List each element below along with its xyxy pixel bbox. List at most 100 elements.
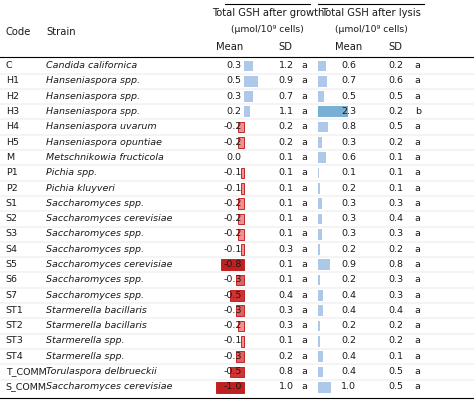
Text: H1: H1 (6, 76, 18, 85)
Bar (318, 275, 320, 286)
Text: 1.0: 1.0 (341, 382, 356, 390)
Text: 0.3: 0.3 (341, 137, 356, 146)
Text: 0.6: 0.6 (341, 61, 356, 70)
Bar (318, 77, 327, 87)
Text: 0.3: 0.3 (279, 244, 294, 253)
Text: 0.9: 0.9 (341, 259, 356, 269)
Bar (318, 321, 320, 332)
Text: -0.2: -0.2 (223, 213, 242, 223)
Text: 0.3: 0.3 (389, 229, 404, 238)
Bar (238, 122, 244, 133)
Text: 0.1: 0.1 (389, 183, 404, 192)
Text: a: a (415, 275, 420, 284)
Text: 1.2: 1.2 (279, 61, 294, 70)
Text: (μmol/10⁹ cells): (μmol/10⁹ cells) (335, 25, 407, 34)
Text: a: a (415, 153, 420, 162)
Text: -0.8: -0.8 (223, 259, 242, 269)
Text: 0.4: 0.4 (341, 305, 356, 314)
Text: 0.3: 0.3 (341, 198, 356, 207)
Text: 0.4: 0.4 (279, 290, 294, 299)
Text: a: a (415, 305, 420, 314)
Text: a: a (415, 382, 420, 390)
Text: 0.3: 0.3 (341, 229, 356, 238)
Text: 0.3: 0.3 (389, 198, 404, 207)
Text: a: a (301, 275, 307, 284)
Text: Saccharomyces spp.: Saccharomyces spp. (46, 275, 145, 284)
Text: 0.1: 0.1 (279, 213, 294, 223)
Text: a: a (415, 76, 420, 85)
Text: 0.3: 0.3 (389, 275, 404, 284)
Text: a: a (301, 92, 307, 100)
Text: a: a (415, 366, 420, 375)
Text: Mean: Mean (335, 42, 362, 52)
Text: a: a (301, 244, 307, 253)
Text: (μmol/10⁹ cells): (μmol/10⁹ cells) (231, 25, 304, 34)
Text: a: a (301, 198, 307, 207)
Bar (318, 122, 328, 133)
Bar (238, 229, 244, 240)
Text: Saccharomyces cerevisiae: Saccharomyces cerevisiae (46, 259, 173, 269)
Text: Saccharomyces cerevisiae: Saccharomyces cerevisiae (46, 213, 173, 223)
Text: a: a (415, 244, 420, 253)
Text: 0.2: 0.2 (279, 137, 294, 146)
Text: a: a (415, 259, 420, 269)
Bar (318, 290, 323, 301)
Text: -0.5: -0.5 (223, 290, 242, 299)
Text: -0.2: -0.2 (223, 320, 242, 329)
Bar (318, 183, 320, 194)
Text: Starmerella bacillaris: Starmerella bacillaris (46, 320, 147, 329)
Text: a: a (301, 137, 307, 146)
Text: -0.3: -0.3 (223, 275, 242, 284)
Text: a: a (415, 320, 420, 329)
Text: a: a (415, 213, 420, 223)
Text: Starmerella spp.: Starmerella spp. (46, 351, 125, 360)
Bar (230, 367, 244, 377)
Text: 0.6: 0.6 (389, 76, 404, 85)
Text: a: a (415, 92, 420, 100)
Text: S2: S2 (6, 213, 18, 223)
Text: 0.8: 0.8 (389, 259, 404, 269)
Text: -0.3: -0.3 (223, 351, 242, 360)
Text: 0.2: 0.2 (279, 122, 294, 131)
Text: a: a (301, 213, 307, 223)
Text: 0.8: 0.8 (341, 122, 356, 131)
Text: Hanseniaspora spp.: Hanseniaspora spp. (46, 107, 140, 116)
Text: a: a (301, 305, 307, 314)
Text: -1.0: -1.0 (223, 382, 242, 390)
Text: 0.5: 0.5 (389, 122, 404, 131)
Text: 0.1: 0.1 (279, 168, 294, 177)
Text: Saccharomyces spp.: Saccharomyces spp. (46, 244, 145, 253)
Text: S4: S4 (6, 244, 18, 253)
Text: b: b (415, 107, 421, 116)
Text: 0.5: 0.5 (389, 92, 404, 100)
Text: 0.1: 0.1 (389, 351, 404, 360)
Text: 0.1: 0.1 (279, 336, 294, 345)
Text: 0.4: 0.4 (341, 366, 356, 375)
Text: 0.1: 0.1 (279, 259, 294, 269)
Text: -0.2: -0.2 (223, 122, 242, 131)
Bar (318, 336, 320, 347)
Text: S1: S1 (6, 198, 18, 207)
Text: 0.1: 0.1 (389, 153, 404, 162)
Text: 0.5: 0.5 (389, 382, 404, 390)
Text: Saccharomyces spp.: Saccharomyces spp. (46, 229, 145, 238)
Bar (318, 168, 319, 179)
Text: a: a (415, 290, 420, 299)
Text: 0.4: 0.4 (341, 351, 356, 360)
Text: 0.1: 0.1 (279, 198, 294, 207)
Text: Metschnikowia fructicola: Metschnikowia fructicola (46, 153, 164, 162)
Text: 0.7: 0.7 (341, 76, 356, 85)
Text: 0.2: 0.2 (279, 351, 294, 360)
Bar (318, 245, 320, 255)
Text: a: a (415, 198, 420, 207)
Text: a: a (301, 351, 307, 360)
Bar (241, 168, 244, 179)
Text: 0.1: 0.1 (279, 229, 294, 238)
Bar (318, 229, 321, 240)
Text: a: a (301, 153, 307, 162)
Text: -0.1: -0.1 (223, 244, 242, 253)
Text: a: a (301, 366, 307, 375)
Text: Hanseniaspora opuntiae: Hanseniaspora opuntiae (46, 137, 163, 146)
Bar (236, 275, 244, 286)
Text: 0.1: 0.1 (341, 168, 356, 177)
